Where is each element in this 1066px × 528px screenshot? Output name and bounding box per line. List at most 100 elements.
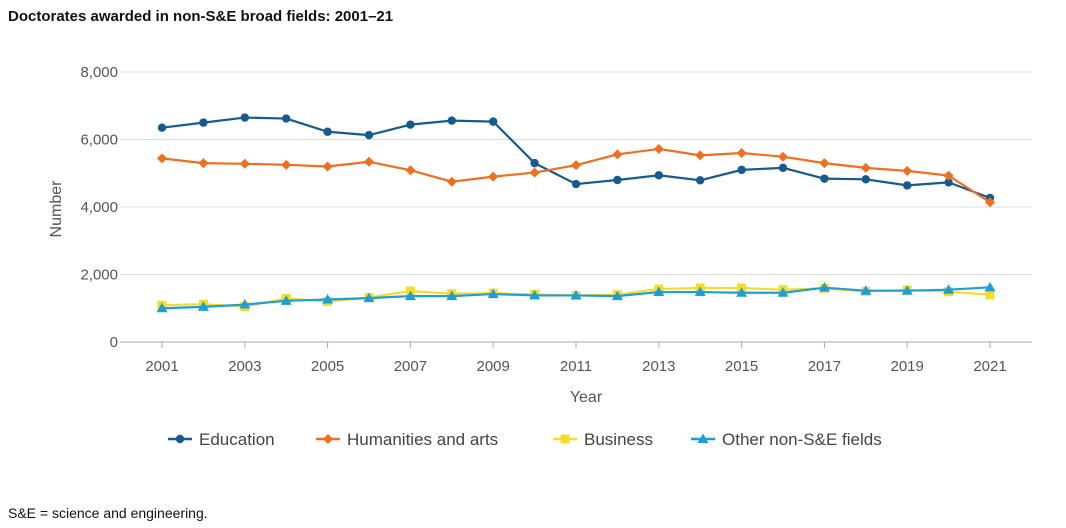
- series-other-non-s-e-fields: [156, 281, 996, 313]
- data-point: [984, 281, 996, 292]
- data-point: [239, 299, 251, 309]
- data-point: [529, 289, 541, 300]
- data-point: [487, 288, 499, 299]
- footnote: S&E = science and engineering.: [8, 505, 208, 521]
- x-tick-label: 2007: [394, 358, 427, 375]
- data-point: [944, 178, 953, 187]
- legend-label: Other non-S&E fields: [722, 430, 882, 449]
- data-point: [447, 116, 456, 125]
- data-point: [570, 289, 582, 300]
- legend-label: Education: [199, 430, 275, 449]
- data-point: [861, 175, 870, 184]
- data-point: [364, 130, 374, 140]
- legend-marker: [323, 434, 333, 444]
- data-point: [197, 301, 209, 311]
- data-point: [903, 181, 912, 190]
- data-point: [737, 165, 746, 175]
- data-point: [736, 287, 748, 297]
- y-axis-title: Number: [48, 180, 65, 238]
- data-point: [364, 156, 374, 167]
- line-chart: 0 2,000 4,000 6,000 8,000 2001 2003 2005 2007 200…: [48, 64, 1032, 449]
- data-point: [943, 170, 954, 181]
- y-tick-label: 8,000: [80, 64, 118, 81]
- data-point: [653, 286, 665, 297]
- data-point: [985, 290, 995, 300]
- data-point: [282, 114, 291, 123]
- x-tick-label: 2005: [311, 358, 344, 375]
- series-education: [157, 113, 995, 203]
- legend: Education Humanities and arts Business Othe…: [168, 430, 882, 449]
- x-tick-label: 2021: [973, 358, 1006, 375]
- y-tick-label: 0: [110, 334, 118, 351]
- data-point: [901, 285, 913, 295]
- data-point: [199, 118, 208, 127]
- series-humanities-and-arts: [157, 143, 995, 208]
- data-point: [322, 161, 333, 172]
- x-tick-label: 2015: [725, 358, 758, 375]
- data-point: [611, 290, 623, 301]
- data-point: [446, 290, 458, 301]
- data-point: [571, 179, 581, 189]
- data-point: [198, 158, 209, 169]
- y-tick-label: 2,000: [80, 267, 118, 284]
- data-point: [860, 162, 871, 173]
- legend-marker: [560, 434, 570, 444]
- data-point: [529, 167, 540, 178]
- data-point: [820, 174, 829, 183]
- data-point: [902, 165, 913, 176]
- data-point: [613, 175, 622, 185]
- data-point: [778, 163, 788, 173]
- data-point: [694, 286, 706, 297]
- data-point: [489, 117, 498, 126]
- data-point: [406, 120, 415, 129]
- y-tick-label: 4,000: [80, 199, 118, 216]
- data-point: [157, 123, 167, 132]
- series-lines: [156, 113, 996, 313]
- data-point: [818, 282, 830, 292]
- x-tick-label: 2003: [228, 358, 261, 375]
- data-point: [985, 197, 995, 208]
- data-point: [404, 290, 416, 301]
- data-point: [654, 171, 663, 180]
- y-tick-label: 6,000: [80, 132, 118, 149]
- data-point: [446, 176, 457, 187]
- data-point: [280, 295, 292, 305]
- data-point: [943, 284, 955, 294]
- data-point: [736, 148, 747, 158]
- data-point: [696, 176, 705, 185]
- data-point: [695, 150, 706, 161]
- data-point: [363, 292, 375, 303]
- data-point: [777, 287, 789, 297]
- data-point: [281, 159, 292, 170]
- data-point: [571, 160, 581, 171]
- data-point: [156, 302, 168, 313]
- data-point: [239, 158, 250, 169]
- legend-item: Other non-S&E fields: [691, 430, 882, 449]
- x-tick-label: 2011: [560, 358, 592, 375]
- data-point: [240, 113, 249, 122]
- legend-item: Business: [553, 430, 653, 449]
- x-tick-label: 2013: [642, 358, 675, 375]
- x-axis-title: Year: [570, 389, 603, 406]
- data-point: [860, 285, 872, 295]
- axes: 0 2,000 4,000 6,000 8,000 2001 2003 2005 2007 200…: [48, 64, 1032, 406]
- data-point: [530, 158, 539, 168]
- legend-label: Business: [584, 430, 653, 449]
- x-tick-label: 2019: [891, 358, 924, 375]
- data-point: [322, 293, 334, 304]
- x-tick-label: 2009: [477, 358, 510, 375]
- legend-item: Humanities and arts: [316, 430, 498, 449]
- x-tick-label: 2001: [145, 358, 178, 375]
- data-point: [778, 151, 788, 162]
- data-point: [323, 127, 332, 136]
- legend-marker: [175, 434, 185, 444]
- data-point: [157, 153, 167, 164]
- data-point: [488, 171, 499, 182]
- legend-marker: [697, 433, 709, 443]
- data-point: [653, 143, 664, 154]
- data-point: [819, 158, 830, 169]
- data-point: [405, 165, 416, 176]
- legend-item: Education: [168, 430, 275, 449]
- chart-title: Doctorates awarded in non-S&E broad fiel…: [8, 8, 394, 25]
- legend-label: Humanities and arts: [347, 430, 498, 449]
